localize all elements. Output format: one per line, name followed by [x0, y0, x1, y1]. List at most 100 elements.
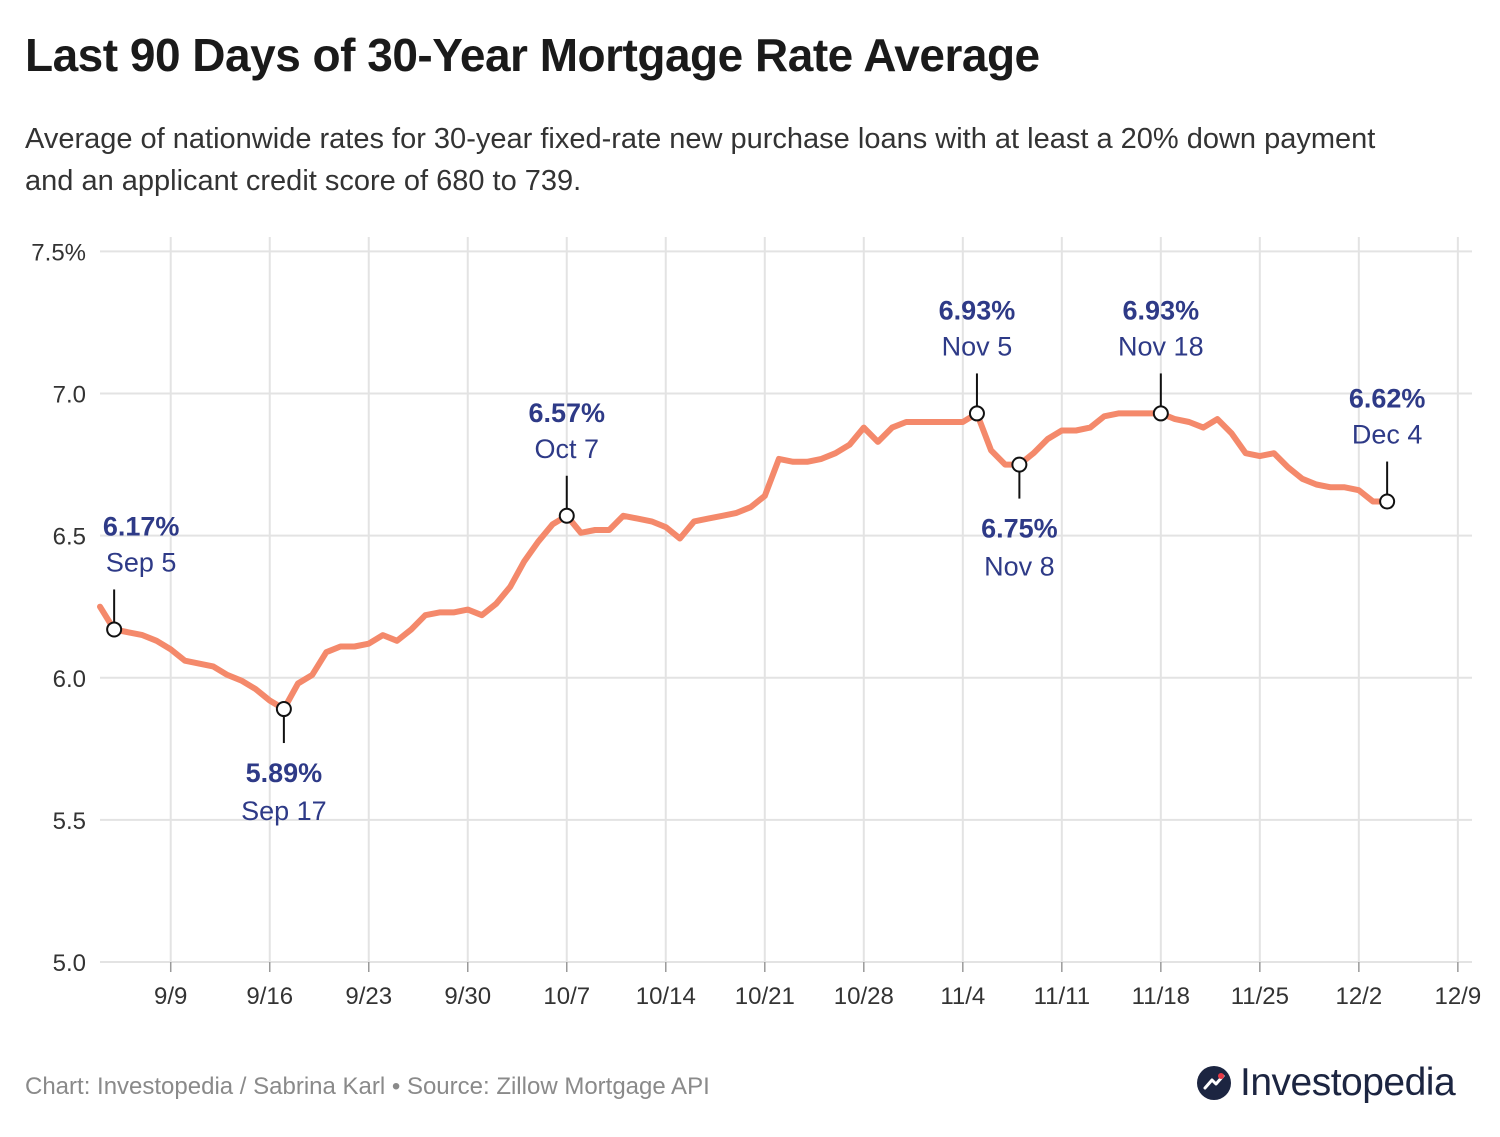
data-point — [521, 558, 527, 564]
annotation-value: 5.89% — [246, 758, 323, 788]
data-point — [875, 439, 881, 445]
annotation-marker — [558, 507, 575, 524]
annotation-marker — [1379, 493, 1396, 510]
annotation-date: Sep 5 — [106, 547, 177, 577]
data-point — [408, 626, 414, 632]
data-point — [1130, 410, 1136, 416]
data-point — [649, 518, 655, 524]
chart-title: Last 90 Days of 30-Year Mortgage Rate Av… — [25, 29, 1040, 81]
annotation-date: Sep 17 — [241, 796, 327, 826]
annotation-marker — [1011, 456, 1028, 473]
annotation: 6.57% Oct 7 — [528, 398, 605, 524]
y-tick-label: 6.5 — [53, 524, 86, 551]
data-point — [139, 632, 145, 638]
data-point — [451, 609, 457, 615]
data-point — [295, 680, 301, 686]
y-tick-label: 5.5 — [53, 808, 86, 835]
data-point — [323, 649, 329, 655]
data-point — [366, 641, 372, 647]
data-point — [988, 447, 994, 453]
data-point — [125, 629, 131, 635]
data-point — [960, 419, 966, 425]
annotation-date: Dec 4 — [1352, 420, 1423, 450]
annotation-value: 6.57% — [528, 398, 605, 428]
annotation: 5.89% Sep 17 — [241, 701, 327, 826]
data-point — [224, 672, 230, 678]
y-tick-label: 7.5% — [31, 239, 86, 266]
data-point — [620, 513, 626, 519]
data-point — [932, 419, 938, 425]
data-point — [1144, 410, 1150, 416]
data-point — [606, 527, 612, 533]
data-point — [238, 678, 244, 684]
data-point — [1059, 427, 1065, 433]
data-point — [691, 518, 697, 524]
x-tick-label: 11/11 — [1034, 983, 1091, 1010]
data-point — [337, 644, 343, 650]
grid-lines — [100, 237, 1472, 972]
data-point — [352, 644, 358, 650]
data-point — [1002, 462, 1008, 468]
data-point — [507, 584, 513, 590]
annotation-value: 6.62% — [1349, 384, 1426, 414]
data-point — [1087, 425, 1093, 431]
data-point — [592, 527, 598, 533]
chart-subtitle: Average of nationwide rates for 30-year … — [25, 123, 1376, 197]
data-point — [168, 646, 174, 652]
annotation-value: 6.17% — [103, 511, 180, 541]
data-point — [634, 516, 640, 522]
annotation-date: Nov 18 — [1118, 331, 1204, 361]
data-point — [1285, 464, 1291, 470]
data-point — [917, 419, 923, 425]
y-tick-label: 6.0 — [53, 666, 86, 693]
data-point — [154, 638, 160, 644]
y-tick-label: 5.0 — [53, 950, 86, 977]
data-point — [903, 419, 909, 425]
data-point — [535, 538, 541, 544]
x-tick-label: 9/23 — [345, 983, 392, 1010]
data-point — [1243, 450, 1249, 456]
data-point — [1115, 410, 1121, 416]
data-point — [833, 450, 839, 456]
data-point — [1045, 436, 1051, 442]
data-point — [748, 504, 754, 510]
rate-series — [97, 410, 1391, 712]
annotation: 6.62% Dec 4 — [1349, 384, 1426, 510]
data-point — [436, 609, 442, 615]
data-point — [1101, 413, 1107, 419]
annotation-date: Nov 8 — [984, 552, 1055, 582]
data-point — [550, 521, 556, 527]
data-point — [663, 524, 669, 530]
x-tick-label: 12/9 — [1434, 983, 1481, 1010]
annotation-marker — [275, 701, 292, 718]
x-tick-label: 11/4 — [940, 983, 985, 1010]
data-point — [861, 425, 867, 431]
data-point — [309, 672, 315, 678]
annotation-date: Nov 5 — [942, 331, 1013, 361]
data-point — [1031, 450, 1037, 456]
x-tick-label: 12/2 — [1335, 983, 1382, 1010]
investopedia-logo-icon — [1197, 1066, 1231, 1100]
data-point — [1356, 487, 1362, 493]
data-point — [422, 612, 428, 618]
y-tick-label: 7.0 — [53, 382, 86, 409]
data-point — [97, 604, 103, 610]
data-point — [818, 456, 824, 462]
investopedia-logo[interactable]: Investopedia — [1196, 1058, 1481, 1108]
data-point — [394, 638, 400, 644]
data-point — [1370, 499, 1376, 505]
data-point — [196, 661, 202, 667]
data-point — [1073, 427, 1079, 433]
source-credit: Chart: Investopedia / Sabrina Karl • Sou… — [25, 1073, 710, 1100]
data-point — [380, 632, 386, 638]
data-point — [1313, 481, 1319, 487]
x-tick-label: 9/16 — [246, 983, 293, 1010]
data-point — [210, 663, 216, 669]
data-point — [493, 601, 499, 607]
data-point — [1271, 450, 1277, 456]
data-point — [889, 425, 895, 431]
data-point — [1172, 416, 1178, 422]
data-point — [719, 513, 725, 519]
x-tick-label: 9/30 — [444, 983, 491, 1010]
